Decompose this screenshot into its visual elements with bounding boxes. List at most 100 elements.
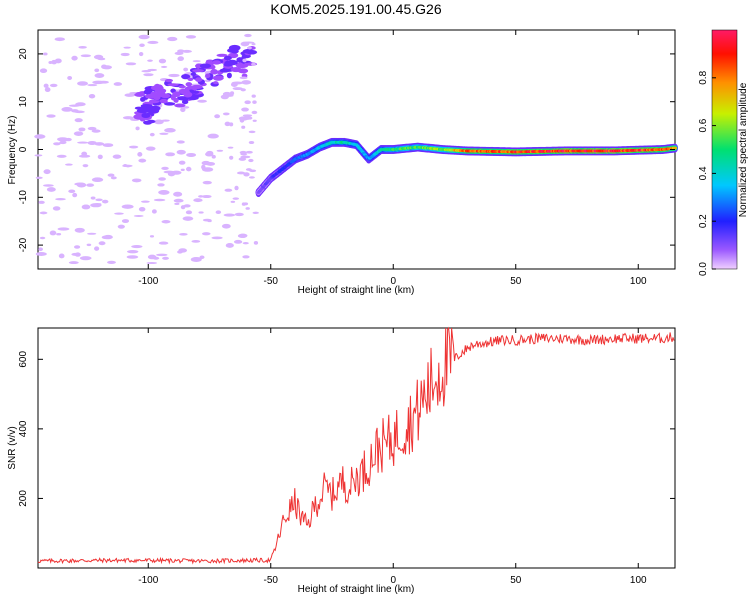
spectrogram-noise-cell (181, 49, 192, 53)
spectrogram-cluster-cell (226, 59, 238, 66)
spectrogram-noise-cell (46, 114, 56, 118)
spectrogram-noise-cell (241, 107, 249, 112)
spectrogram-noise-cell (164, 128, 176, 133)
spectrogram-noise-cell (131, 245, 143, 249)
spectrogram-noise-cell (192, 60, 201, 63)
spectrogram-noise-cell (239, 118, 245, 123)
spectrogram-noise-cell (44, 87, 51, 93)
spectrogram-cluster-cell (237, 68, 249, 74)
spectrogram-noise-cell (43, 184, 54, 187)
spectrogram-noise-cell (183, 67, 189, 72)
spectrogram-noise-cell (244, 33, 252, 38)
spectrogram-noise-cell (227, 146, 234, 149)
spectrogram-noise-cell (183, 204, 191, 208)
spectrogram-cluster-cell (141, 113, 151, 119)
spectrogram-noise-cell (154, 119, 164, 125)
spectrogram-noise-cell (97, 57, 106, 61)
colorbar-tick-label: 0.2 (698, 214, 709, 228)
spectrogram-cluster-cell (195, 77, 203, 82)
spectrogram-cluster-cell (223, 55, 232, 61)
spectrogram-noise-cell (138, 158, 147, 163)
spectrogram-noise-cell (94, 246, 100, 251)
spectrogram-noise-cell (244, 100, 251, 105)
snr-x-tick-label: 100 (630, 575, 647, 586)
snr-y-tick-label: 600 (18, 351, 29, 368)
spectrogram-noise-cell (88, 94, 96, 99)
spectrogram-cluster-cell (155, 84, 164, 91)
spectrogram-noise-cell (94, 68, 100, 73)
spectrogram-y-tick-label: -20 (18, 237, 29, 252)
spectrogram-noise-cell (74, 227, 85, 233)
spectrogram-noise-cell (179, 232, 188, 236)
spectrogram-noise-cell (77, 81, 89, 86)
snr-panel: -100 -50 0 50 100 200 400 600 Height of straig… (7, 326, 676, 595)
colorbar: 0.0 0.2 0.4 0.6 0.8 Normalized spectral ampl… (698, 29, 749, 276)
spectrogram-noise-cell (81, 151, 88, 156)
spectrogram-noise-cell (157, 183, 165, 187)
spectrogram-y-tick-label: 10 (18, 96, 29, 108)
spectrogram-noise-cell (117, 224, 125, 229)
spectrogram-noise-cell (49, 230, 57, 236)
spectrogram-noise-cell (185, 166, 192, 172)
spectrogram-cluster-cell (210, 69, 219, 75)
spectrogram-noise-cell (34, 154, 43, 157)
colorbar-ticks: 0.0 0.2 0.4 0.6 0.8 (698, 70, 716, 276)
spectrogram-noise-cell (137, 152, 143, 157)
spectrogram-noise-cell (114, 212, 124, 215)
spectrogram-noise-cell (91, 177, 104, 183)
snr-frame (37, 327, 676, 569)
spectrogram-noise-cell (145, 146, 156, 151)
spectrogram-noise-cell (207, 133, 219, 139)
spectrogram-noise-cell (87, 83, 98, 87)
spectrogram-noise-cell (138, 206, 146, 212)
spectrogram-noise-cell (180, 107, 186, 113)
spectrogram-noise-cell (239, 234, 247, 238)
spectrogram-noise-cell (191, 240, 201, 243)
spectrogram-noise-cell (149, 235, 155, 238)
spectrogram-noise-cell (252, 100, 257, 104)
spectrogram-noise-cell (242, 255, 250, 259)
spectrogram-noise-cell (95, 198, 103, 202)
spectrogram-noise-cell (68, 261, 79, 265)
spectrogram-noise-cell (238, 157, 247, 161)
spectrogram-cluster-cell (212, 60, 221, 65)
spectrogram-noise-cell (232, 87, 243, 91)
spectrogram-x-ticks: -100 -50 0 50 100 (138, 30, 647, 287)
spectrogram-cluster-cell (205, 73, 211, 78)
spectrogram-noise-cell (234, 185, 239, 191)
spectrogram-noise-cell (81, 204, 91, 210)
spectrogram-noise-cell (138, 51, 144, 57)
spectrogram-noise-cell (173, 191, 183, 197)
colorbar-tick-label: 0.0 (698, 262, 709, 276)
spectrogram-noise-cell (87, 232, 97, 235)
spectrogram-cluster-cell (176, 96, 189, 101)
spectrogram-noise-cell (159, 132, 169, 135)
spectrogram-noise-cell (51, 59, 58, 65)
colorbar-gradient (711, 29, 738, 270)
spectrogram-noise-cell (174, 51, 184, 55)
spectrogram-noise-cell (243, 172, 250, 177)
spectrogram-noise-cell (215, 210, 222, 215)
spectrogram-noise-cell (139, 43, 145, 48)
spectrogram-noise-cell (107, 173, 115, 177)
spectrogram-noise-cell (140, 200, 150, 203)
spectrogram-noise-cell (183, 106, 190, 109)
spectrogram-noise-cell (162, 256, 169, 260)
spectrogram-noise-cell (156, 253, 168, 257)
spectrogram-noise-cell (126, 255, 139, 259)
spectrogram-noise-cell (248, 140, 255, 145)
spectrogram-cluster-cell (237, 62, 244, 67)
spectrogram-noise-cell (198, 211, 204, 214)
spectrogram-noise-cell (173, 198, 184, 203)
spectrogram-noise-cell (167, 36, 178, 42)
spectrogram-noise-cell (147, 40, 159, 45)
spectrogram-noise-cell (59, 141, 67, 145)
spectrogram-noise-cell (82, 164, 89, 168)
spectrogram-noise-cell (201, 160, 211, 166)
spectrogram-noise-cell (158, 190, 170, 195)
spectrogram-noise-cell (120, 52, 130, 57)
spectrogram-noise-cell (39, 211, 48, 215)
spectrogram-cluster-cell (199, 63, 211, 69)
